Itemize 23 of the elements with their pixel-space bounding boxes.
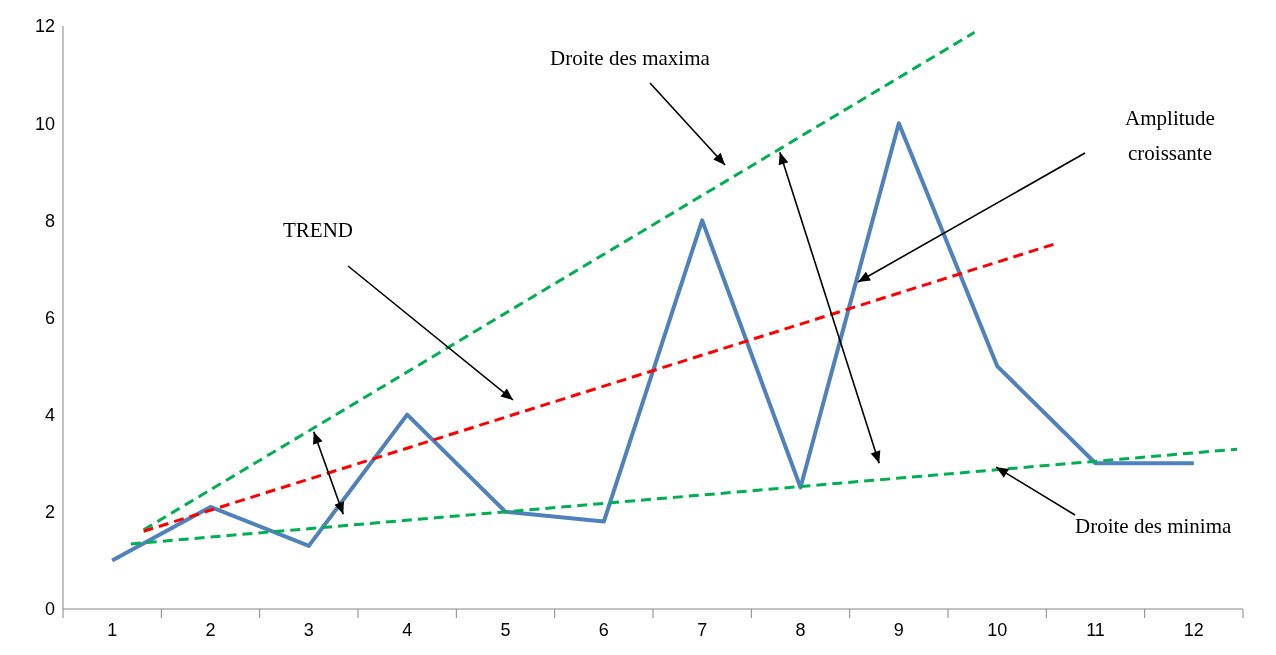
x-tick-label: 1 bbox=[107, 620, 118, 640]
x-tick-label: 9 bbox=[893, 620, 904, 640]
annotation: Droite des maxima bbox=[550, 46, 711, 70]
y-tick-label: 10 bbox=[34, 113, 55, 134]
annotation: Amplitude croissante bbox=[1125, 106, 1215, 165]
y-tick-label: 6 bbox=[44, 307, 55, 328]
x-tick-label: 4 bbox=[402, 620, 413, 640]
x-tick-label: 7 bbox=[697, 620, 708, 640]
y-tick-label: 8 bbox=[44, 210, 55, 231]
x-tick-label: 12 bbox=[1183, 620, 1204, 640]
y-tick-label: 4 bbox=[44, 405, 55, 426]
y-tick-label: 0 bbox=[44, 599, 55, 620]
annotation: TREND bbox=[283, 218, 353, 242]
x-tick-label: 11 bbox=[1086, 620, 1105, 640]
x-tick-label: 3 bbox=[303, 620, 314, 640]
y-tick-label: 2 bbox=[44, 502, 55, 523]
annotation: Droite des minima bbox=[1075, 514, 1232, 538]
x-tick-label: 2 bbox=[205, 620, 216, 640]
x-tick-label: 8 bbox=[795, 620, 806, 640]
x-tick-label: 10 bbox=[987, 620, 1008, 640]
y-tick-label: 12 bbox=[34, 16, 55, 37]
x-tick-label: 5 bbox=[500, 620, 511, 640]
x-tick-label: 6 bbox=[598, 620, 609, 640]
